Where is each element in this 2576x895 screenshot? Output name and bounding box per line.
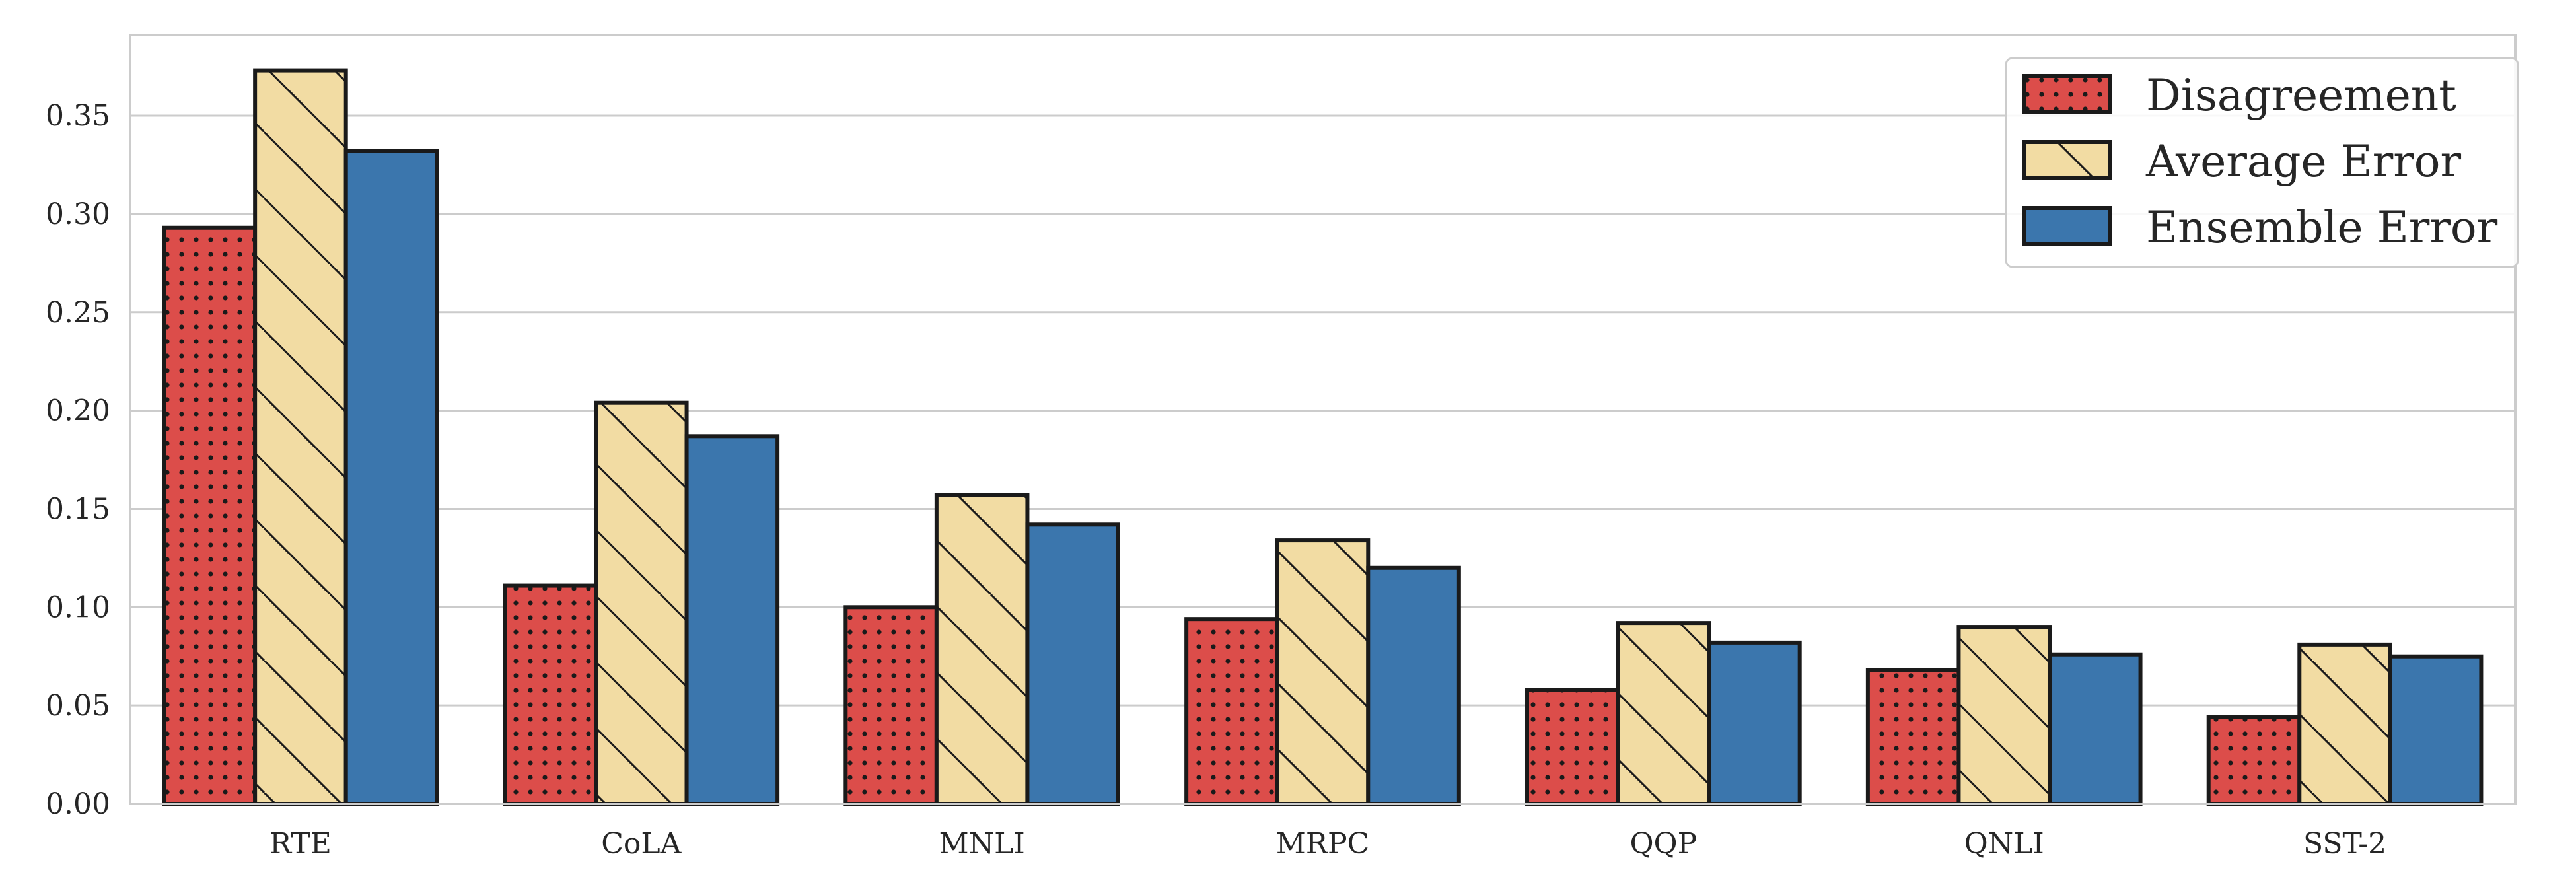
bar-ensemble-error-sst-2 bbox=[2388, 654, 2484, 806]
x-tick-label: MNLI bbox=[939, 827, 1025, 861]
y-tick-label: 0.30 bbox=[46, 197, 110, 231]
legend: Disagreement Average Error Ensemble Error bbox=[2005, 57, 2519, 268]
bar-ensemble-error-cola bbox=[684, 434, 780, 806]
bar-average-error-qqp bbox=[1616, 621, 1711, 806]
bar-disagreement-rte bbox=[162, 225, 258, 806]
bar-disagreement-cola bbox=[503, 583, 598, 806]
bars bbox=[162, 68, 2484, 806]
legend-label: Ensemble Error bbox=[2146, 202, 2498, 253]
bar-ensemble-error-mrpc bbox=[1366, 565, 1461, 806]
axes bbox=[129, 34, 2517, 805]
bar-average-error-mrpc bbox=[1275, 538, 1371, 806]
x-tick-label: MRPC bbox=[1276, 827, 1369, 861]
bar-disagreement-sst-2 bbox=[2206, 715, 2302, 806]
x-tick-label: QQP bbox=[1629, 827, 1697, 861]
legend-swatch-disagreement bbox=[2022, 74, 2112, 114]
bar-disagreement-qqp bbox=[1525, 688, 1620, 806]
bar-average-error-qnli bbox=[1956, 625, 2052, 806]
y-tick-label: 0.00 bbox=[46, 787, 110, 821]
bar-average-error-rte bbox=[253, 68, 348, 806]
bar-ensemble-error-mnli bbox=[1025, 522, 1120, 806]
legend-swatch-average-error bbox=[2022, 140, 2112, 180]
x-tick-label: SST-2 bbox=[2303, 827, 2386, 861]
bar-disagreement-mnli bbox=[843, 605, 939, 806]
y-tick-label: 0.20 bbox=[46, 394, 110, 428]
y-tick-label: 0.05 bbox=[46, 689, 110, 723]
y-tick-label: 0.35 bbox=[46, 99, 110, 133]
y-tick-label: 0.10 bbox=[46, 591, 110, 624]
legend-box bbox=[2005, 57, 2519, 268]
x-tick-label: RTE bbox=[269, 827, 332, 861]
legend-label: Average Error bbox=[2145, 136, 2462, 187]
bar-ensemble-error-rte bbox=[343, 149, 439, 806]
bar-disagreement-qnli bbox=[1865, 668, 1961, 806]
bar-disagreement-mrpc bbox=[1184, 617, 1279, 806]
y-tick-label: 0.25 bbox=[46, 296, 110, 330]
axes-frame bbox=[129, 34, 2517, 805]
x-tick-label: QNLI bbox=[1964, 827, 2044, 861]
y-tick-label: 0.15 bbox=[46, 492, 110, 526]
bar-ensemble-error-qnli bbox=[2047, 652, 2143, 806]
legend-label: Disagreement bbox=[2146, 70, 2456, 121]
bar-average-error-sst-2 bbox=[2297, 642, 2392, 806]
x-tick-label: CoLA bbox=[601, 827, 682, 861]
bar-average-error-mnli bbox=[934, 493, 1030, 806]
bar-ensemble-error-qqp bbox=[1707, 640, 1802, 806]
bar-average-error-cola bbox=[594, 400, 689, 806]
tick-labels: 0.00 0.05 0.10 0.15 0.20 0.25 0.30 0.35 RTE CoLA M… bbox=[46, 99, 2386, 861]
legend-swatch-ensemble-error bbox=[2022, 206, 2112, 246]
